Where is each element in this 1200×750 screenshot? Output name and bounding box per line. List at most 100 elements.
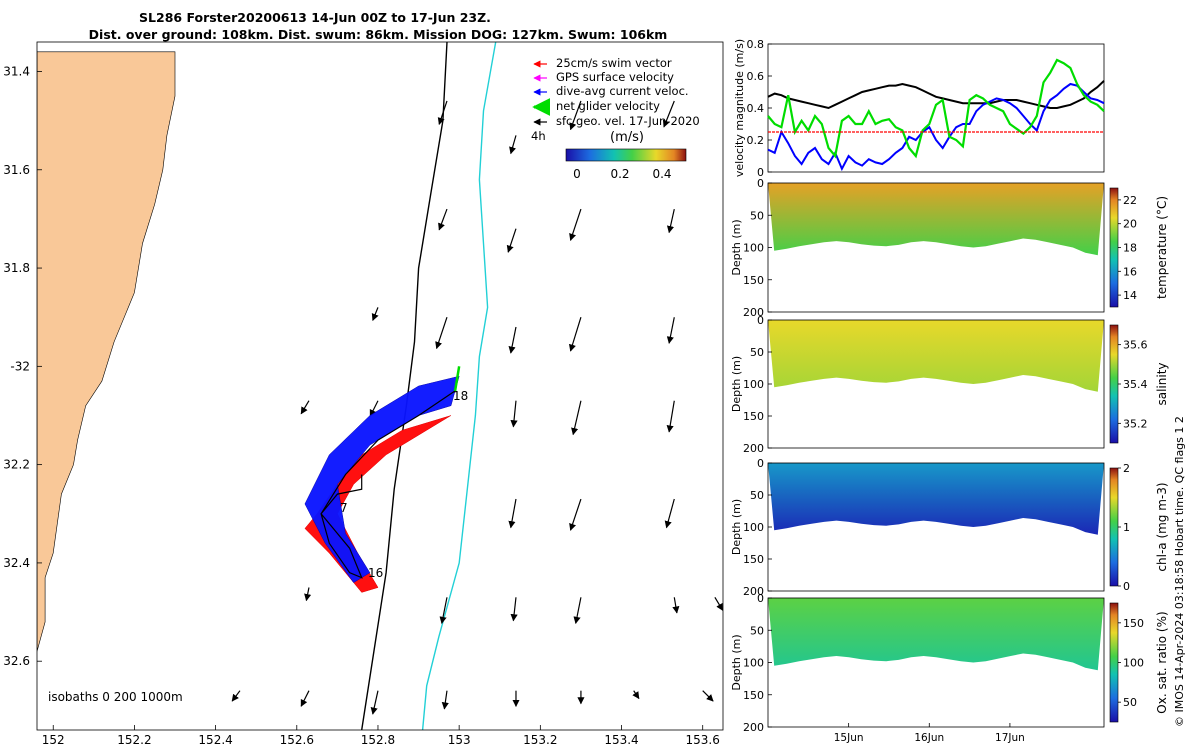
oxygen-section-y-tick-label-0: 0 [757,592,764,605]
geo-vector-4 [438,208,448,231]
isobath-200m [361,42,448,730]
time-axis-ticks: 15Jun 16Jun 17Jun [834,723,1025,744]
legend-4h-label: 4h [531,129,546,143]
geo-vector-1 [509,135,517,155]
title-line-2: Dist. over ground: 108km. Dist. swum: 86… [89,27,668,42]
legend-swim-vector: 25cm/s swim vector [556,56,672,70]
chla-section-colorbar [1109,467,1119,587]
track-label-7: 7 [340,501,348,515]
geo-vector-8 [371,307,379,322]
map-y-tick-label-3: -32 [10,359,30,373]
geo-vector-5 [506,228,517,253]
chla-section-y-tick-label-3: 150 [743,553,764,566]
geo-vector-15 [510,400,518,428]
track-label-18: 18 [453,389,468,403]
salinity-section-colorbar [1109,324,1119,444]
chla-section-cbar-tick-label-0: 0 [1123,580,1130,593]
temperature-section-data-body [768,183,1104,256]
geo-vector-17 [666,400,675,433]
oxygen-section-y-label: Depth (m) [730,634,743,690]
temperature-section-y-tick-label-1: 50 [750,209,764,222]
geo-vector-20 [664,498,675,529]
temperature-section-cbar-tick-label-1: 16 [1123,265,1137,278]
oxygen-section-colorbar-label: Ox. sat. ratio (%) [1155,611,1169,713]
map-y-ticks: 31.4 31.6 31.8 -32 32.2 32.4 32.6 [3,64,42,668]
map-y-tick-label-6: 32.6 [3,654,30,668]
colorbar-tick-1: 0.2 [610,167,629,181]
chla-section-cbar-tick-label-2: 2 [1123,462,1130,475]
geo-vector-14 [369,400,379,417]
geo-vector-0 [437,100,448,126]
map-y-tick-label-0: 31.4 [3,64,30,78]
geo-vector-10 [508,326,517,354]
velocity-y-tick-label-4: 0.8 [747,38,765,51]
chla-section-data-body [768,463,1104,535]
map-x-tick-label-1: 152.2 [117,733,151,747]
legend-gps-surface-velocity: GPS surface velocity [556,70,674,84]
map-y-tick-label-4: 32.2 [3,458,30,472]
oxygen-section-y-tick-label-4: 200 [743,721,764,734]
oxygen-section: 0 50 100 150 200 Depth (m) 50 100 150 Ox. sat. ra… [730,592,1169,734]
geo-vector-19 [569,498,582,531]
velocity-series-0 [767,80,1105,110]
oxygen-section-y-tick-label-3: 150 [743,689,764,702]
map-y-tick-label-1: 31.6 [3,163,30,177]
legend-net-glider-velocity: net glider velocity [556,99,660,113]
chla-section-y-tick-label-4: 200 [743,585,764,598]
colorbar-tick-2: 0.4 [652,167,671,181]
velocity-magnitude-panel: 0 0.2 0.4 0.6 0.8 velocity magnitude (m/s) [733,38,1105,179]
map-x-tick-label-5: 153 [448,733,471,747]
map-x-ticks: 152 152.2 152.4 152.6 152.8 153 153.2 153.4 153.… [42,725,720,747]
velocity-series-1 [767,82,1105,172]
map-x-tick-label-7: 153.4 [604,733,638,747]
oxygen-section-colorbar [1109,602,1119,723]
temperature-section-cbar-tick-label-4: 22 [1123,194,1137,207]
temperature-section-colorbar [1109,187,1119,308]
geo-vector-18 [508,498,517,529]
chla-section-colorbar-label: chl-a (mg m-3) [1155,482,1169,571]
geo-vector-6 [569,208,582,241]
temperature-section-y-tick-label-4: 200 [743,306,764,319]
salinity-section-data-body [768,320,1104,392]
salinity-section-y-tick-label-0: 0 [757,314,764,327]
time-tick-label-2: 17Jun [995,732,1025,744]
geo-vector-3 [662,100,675,128]
temperature-section-cbar-tick-label-2: 18 [1123,242,1137,255]
map-x-tick-label-2: 152.4 [198,733,232,747]
chla-section: 0 50 100 150 200 Depth (m) 0 1 2 chl-a (mg m-3) [730,457,1169,598]
geo-vector-28 [300,690,310,707]
geo-vector-33 [632,690,640,700]
chla-section-y-tick-label-0: 0 [757,457,764,470]
geo-vector-13 [300,400,310,415]
velocity-y-tick-label-2: 0.4 [747,102,765,115]
chla-section-y-label: Depth (m) [730,499,743,555]
temperature-section-y-tick-label-2: 100 [743,242,764,255]
time-tick-label-1: 16Jun [914,732,944,744]
geo-vector-29 [370,690,379,715]
chla-section-y-tick-label-2: 100 [743,521,764,534]
velocity-y-label: velocity magnitude (m/s) [733,39,746,177]
oxygen-section-y-tick-label-1: 50 [750,624,764,637]
geo-vector-26 [714,597,723,611]
oxygen-section-cbar-tick-label-2: 150 [1123,617,1144,630]
coastline-land [37,51,176,652]
salinity-section-y-tick-label-4: 200 [743,442,764,455]
geo-vector-22 [439,597,448,625]
temperature-section-y-tick-label-0: 0 [757,177,764,190]
map-x-tick-label-3: 152.6 [280,733,314,747]
geo-vector-7 [666,208,675,234]
salinity-section-y-tick-label-2: 100 [743,378,764,391]
geo-vector-25 [672,597,680,614]
glider-track-line [320,390,456,579]
salinity-section-cbar-tick-label-0: 35.2 [1123,417,1148,430]
map-x-tick-label-0: 152 [42,733,65,747]
geo-vector-11 [568,317,582,352]
map-y-tick-label-5: 32.4 [3,556,30,570]
map-x-tick-label-6: 153.2 [523,733,557,747]
geo-vector-24 [573,597,582,625]
net-glider-velocity-vector [453,366,461,392]
temperature-section: 0 50 100 150 200 Depth (m) 14 16 18 20 22 temperatu… [730,177,1169,319]
track-map: 152 152.2 152.4 152.6 152.8 153 153.2 153.4 153.… [3,41,724,747]
